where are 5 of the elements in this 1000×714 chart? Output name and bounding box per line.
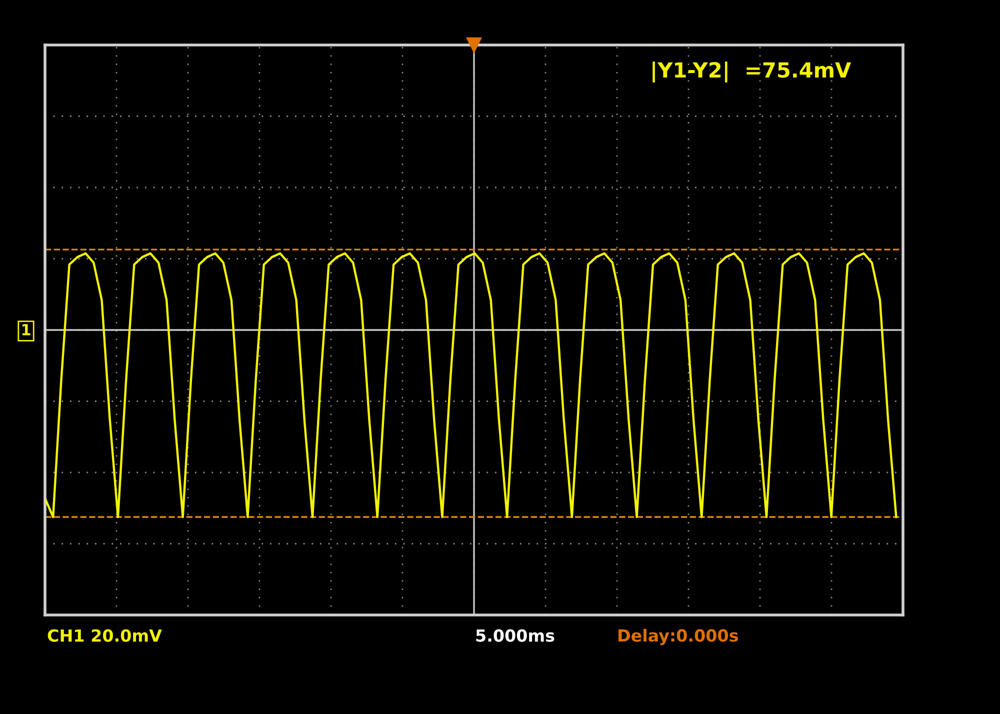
text: 5.000ms xyxy=(476,629,554,642)
text: |Y1-Y2| =75.4mV xyxy=(652,62,852,82)
text: CH1 20.0mV xyxy=(48,629,162,642)
text: 1 xyxy=(22,324,30,336)
text: Delay:0.000s xyxy=(618,628,738,646)
